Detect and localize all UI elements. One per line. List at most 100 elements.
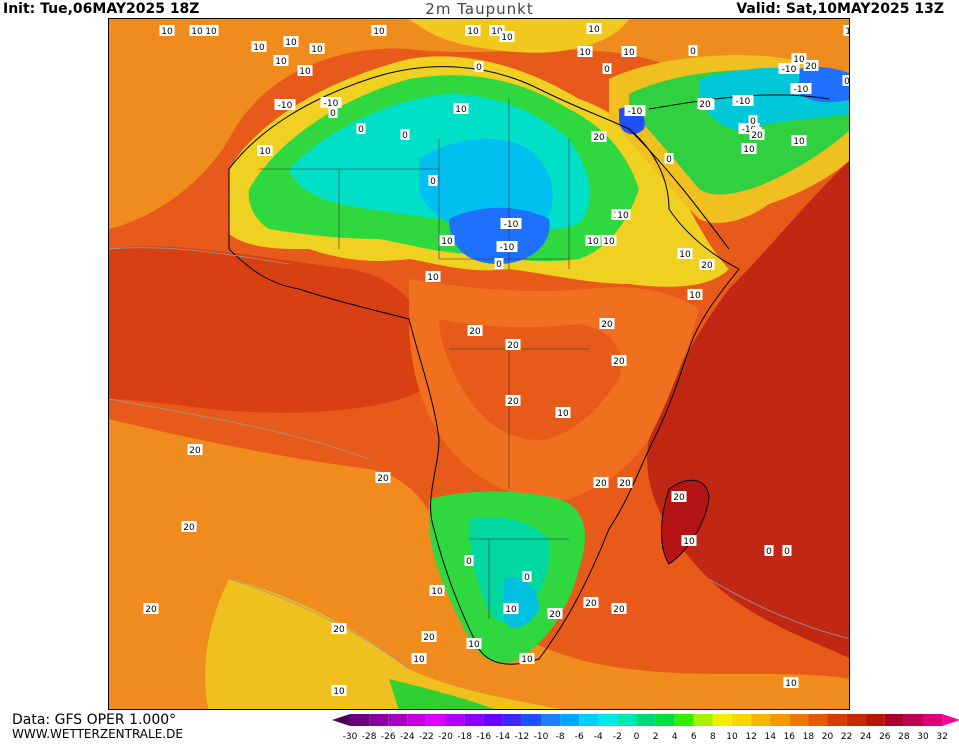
contour-label: 10 (283, 36, 299, 48)
legend-tick-label: 20 (822, 732, 834, 741)
map-title: 2m Taupunkt (425, 0, 534, 18)
svg-text:10: 10 (521, 655, 533, 665)
contour-label: 0 (328, 107, 338, 119)
legend-tick-label: -22 (419, 732, 434, 741)
contour-label: 10 (159, 25, 175, 37)
svg-text:10: 10 (785, 679, 797, 689)
contour-label: 20 (143, 603, 159, 615)
svg-text:-10: -10 (278, 101, 293, 111)
svg-text:10: 10 (311, 45, 323, 55)
svg-text:-10: -10 (742, 125, 757, 135)
legend-tick-label: -10 (534, 732, 549, 741)
contour-label: 20 (331, 623, 347, 635)
legend-swatch (541, 714, 561, 726)
contour-label: 10 (257, 145, 273, 157)
contour-label: 20 (593, 477, 609, 489)
contour-label: 10 (465, 25, 481, 37)
contour-label: 20 (611, 603, 627, 615)
svg-text:20: 20 (701, 261, 713, 271)
contour-label: 10 (687, 289, 703, 301)
legend-swatch (827, 714, 847, 726)
svg-text:20: 20 (377, 474, 389, 484)
legend-swatch (903, 714, 923, 726)
svg-text:-10: -10 (324, 99, 339, 109)
contour-label: 20 (547, 608, 563, 620)
legend-tick-label: -14 (495, 732, 510, 741)
legend-tick-label: 0 (634, 732, 640, 741)
legend-swatch (483, 714, 503, 726)
svg-text:20: 20 (507, 341, 519, 351)
contour-label: -10 (624, 105, 646, 117)
svg-text:20: 20 (183, 523, 195, 533)
contour-label: 20 (697, 98, 713, 110)
contour-label: 0 (494, 258, 504, 270)
contour-label: 20 (611, 355, 627, 367)
svg-text:10: 10 (205, 27, 217, 37)
svg-text:10: 10 (467, 27, 479, 37)
init-time: Init: Tue,06MAY2025 18Z (3, 1, 200, 17)
contour-label: 10 (251, 41, 267, 53)
contour-label: -10 (500, 218, 522, 230)
contour-label: 0 (782, 545, 792, 557)
svg-text:0: 0 (604, 65, 610, 75)
country-borders (259, 99, 589, 619)
contour-label: 10 (273, 55, 289, 67)
svg-text:10: 10 (505, 605, 517, 615)
legend-swatch (464, 714, 484, 726)
legend-swatch (808, 714, 828, 726)
svg-text:20: 20 (593, 133, 605, 143)
svg-text:10: 10 (579, 48, 591, 58)
contour-label: 10 (586, 23, 602, 35)
contour-label: 0 (842, 75, 850, 87)
contour-label: 20 (505, 395, 521, 407)
svg-text:10: 10 (491, 27, 503, 37)
legend-swatch (407, 714, 427, 726)
svg-text:20: 20 (423, 633, 435, 643)
legend-swatch (923, 714, 943, 726)
svg-text:0: 0 (844, 77, 850, 87)
contour-label: 10 (331, 685, 347, 697)
legend-arrow-low (332, 714, 350, 726)
color-legend: -30 -28 -26 -24 -22 -20 -18 -16 -14 -12 -10 -8 -6 -4-… (332, 712, 959, 742)
svg-text:20: 20 (699, 100, 711, 110)
legend-swatch (751, 714, 771, 726)
legend-swatch (884, 714, 904, 726)
contour-label: -10 (496, 241, 518, 253)
legend-tick-label: 26 (879, 732, 891, 741)
contour-label: 0 (764, 545, 774, 557)
legend-tick-label: 6 (691, 732, 697, 741)
svg-text:0: 0 (476, 63, 482, 73)
contour-label: 10 (371, 25, 387, 37)
svg-text:0: 0 (466, 557, 472, 567)
legend-swatch (846, 714, 866, 726)
contour-label: 10 (615, 209, 631, 221)
legend-swatch (426, 714, 446, 726)
legend-swatch (617, 714, 637, 726)
svg-text:-10: -10 (504, 220, 519, 230)
svg-text:-10: -10 (500, 243, 515, 253)
svg-text:10: 10 (617, 211, 629, 221)
legend-swatch (388, 714, 408, 726)
svg-text:-10: -10 (736, 97, 751, 107)
contour-label: 10 (843, 25, 849, 37)
svg-text:-10: -10 (628, 107, 643, 117)
valid-time: Valid: Sat,10MAY2025 13Z (736, 1, 944, 17)
svg-text:10: 10 (623, 48, 635, 58)
legend-tick-label: 8 (710, 732, 716, 741)
svg-text:10: 10 (679, 250, 691, 260)
legend-swatch (521, 714, 541, 726)
legend-tick-label: -18 (457, 732, 472, 741)
contour-label: 20 (467, 325, 483, 337)
svg-text:10: 10 (333, 687, 345, 697)
contour-label: 10 (453, 103, 469, 115)
legend-tick-label: 12 (745, 732, 756, 741)
contour-label: 0 (428, 175, 438, 187)
svg-text:20: 20 (189, 446, 201, 456)
contour-label: 10 (791, 135, 807, 147)
legend-swatch (369, 714, 389, 726)
legend-tick-label: 30 (917, 732, 929, 741)
svg-text:10: 10 (588, 25, 600, 35)
legend-swatch (655, 714, 675, 726)
contour-label: 10 (297, 65, 313, 77)
svg-text:10: 10 (603, 237, 615, 247)
